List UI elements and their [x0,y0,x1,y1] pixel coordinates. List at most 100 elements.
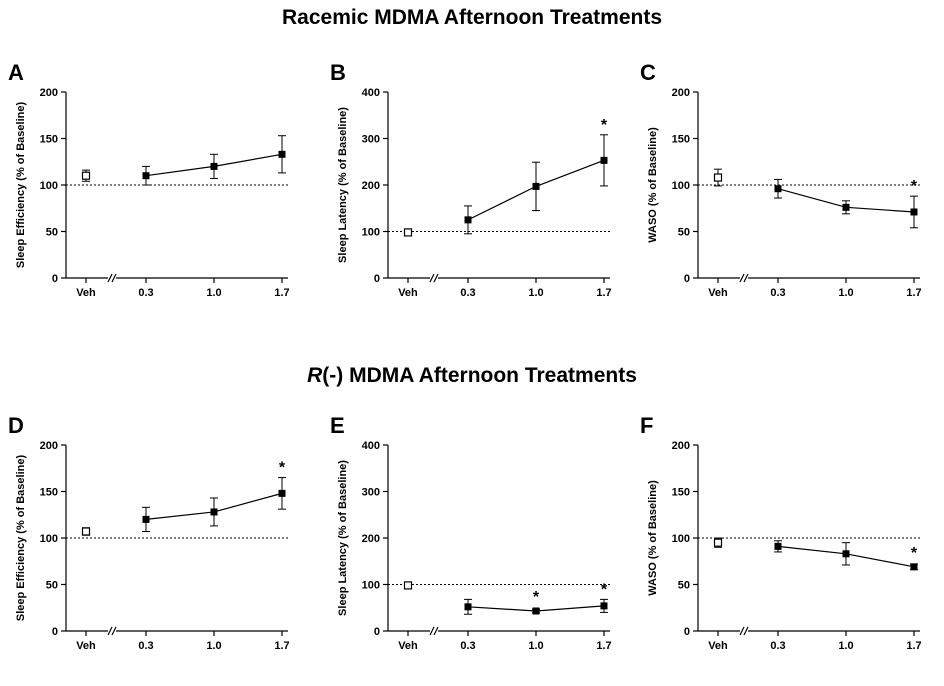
x-tick-label: 1.0 [838,640,853,652]
y-axis-label: Sleep Efficiency (% of Baseline) [15,455,27,622]
x-tick-label: 0.3 [770,640,785,652]
section-title-r-prefix: R [307,364,323,387]
data-point [532,182,540,190]
axis-break [111,626,117,636]
y-tick-label: 200 [672,440,690,452]
significance-star: * [911,545,918,562]
y-tick-label: 50 [678,580,690,592]
data-point [910,563,918,571]
data-point [600,602,608,610]
x-tick-label-veh: Veh [708,287,728,299]
data-point [464,603,472,611]
y-tick-label: 100 [672,533,690,545]
x-tick-label: 0.3 [460,287,475,299]
x-tick-label: 1.0 [206,640,221,652]
y-tick-label: 100 [362,580,380,592]
veh-point [403,581,413,590]
data-point [910,208,918,216]
y-tick-label: 150 [40,134,58,146]
x-tick-label: 1.7 [906,287,921,299]
y-tick-label: 200 [362,533,380,545]
x-tick-label: 1.0 [838,287,853,299]
data-point [210,162,218,170]
y-tick-label: 50 [46,227,58,239]
y-tick-label: 400 [362,440,380,452]
data-point [142,172,150,180]
data-point [842,203,850,211]
data-point [774,185,782,193]
y-tick-label: 100 [40,533,58,545]
y-tick-label: 50 [678,227,690,239]
veh-point [713,173,723,182]
y-tick-label: 0 [52,626,58,638]
data-point [842,550,850,558]
veh-point [81,527,91,536]
x-tick-label: 0.3 [770,287,785,299]
data-point [464,216,472,224]
axis-break [739,626,745,636]
y-tick-label: 0 [684,626,690,638]
x-tick-label: 1.7 [274,640,289,652]
x-tick-label-veh: Veh [708,640,728,652]
y-tick-label: 200 [40,87,58,99]
y-tick-label: 150 [672,487,690,499]
section-title-racemic: Racemic MDMA Afternoon Treatments [281,6,662,29]
y-axis-label: Sleep Efficiency (% of Baseline) [15,102,27,269]
x-tick-label: 1.7 [906,640,921,652]
y-tick-label: 200 [362,180,380,192]
y-tick-label: 0 [52,273,58,285]
y-axis-label: Sleep Latency (% of Baseline) [337,460,349,616]
significance-star: * [911,178,918,195]
veh-point [403,228,413,237]
y-axis-label: WASO (% of Baseline) [647,480,659,596]
section-title-r-rest: (-) MDMA Afternoon Treatments [322,364,637,387]
x-tick-label-veh: Veh [76,640,96,652]
y-axis-label: WASO (% of Baseline) [647,127,659,243]
y-tick-label: 200 [40,440,58,452]
data-point [532,607,540,615]
x-tick-label-veh: Veh [76,287,96,299]
axis-break [743,626,749,636]
veh-point [713,538,723,547]
x-tick-label: 1.7 [274,287,289,299]
y-tick-label: 100 [40,180,58,192]
y-tick-label: 300 [362,487,380,499]
x-tick-label-veh: Veh [398,640,418,652]
x-tick-label: 1.7 [596,287,611,299]
axis-break [111,273,117,283]
data-point [142,515,150,523]
panel-letter: D [8,413,24,438]
panel-letter: E [330,413,345,438]
data-point [278,489,286,497]
x-tick-label: 0.3 [460,640,475,652]
panel-letter: F [640,413,654,438]
data-point [774,542,782,550]
y-tick-label: 150 [672,134,690,146]
data-point [210,508,218,516]
panel-letter: C [640,60,656,85]
significance-star: * [601,581,608,598]
x-tick-label-veh: Veh [398,287,418,299]
x-tick-label: 0.3 [138,640,153,652]
significance-star: * [533,589,540,606]
axis-break [429,626,435,636]
data-point [600,156,608,164]
section-title-r-enantiomer: R(-) MDMA Afternoon Treatments [0,364,944,388]
y-tick-label: 0 [374,273,380,285]
y-tick-label: 0 [684,273,690,285]
panel-letter: A [8,60,24,85]
x-tick-label: 1.0 [528,287,543,299]
axis-break [433,626,439,636]
